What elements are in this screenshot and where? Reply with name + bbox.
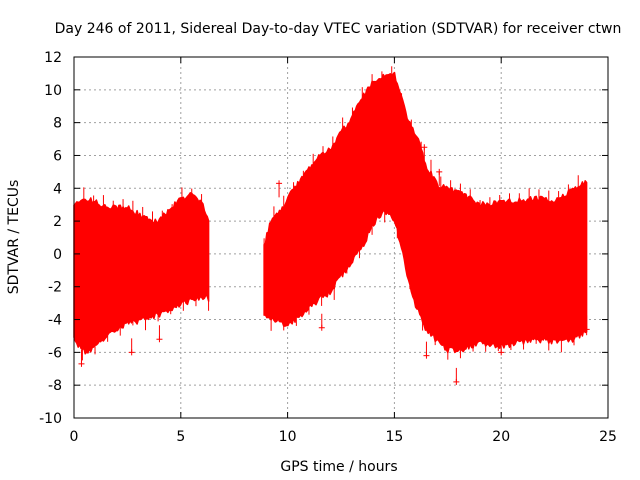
- outlier-point: [78, 349, 85, 367]
- outlier-point: [453, 367, 460, 385]
- x-tick-label: 20: [492, 429, 510, 445]
- y-tick-label: -2: [48, 280, 62, 296]
- outlier-point: [423, 341, 430, 359]
- chart-title: Day 246 of 2011, Sidereal Day-to-day VTE…: [55, 21, 622, 37]
- x-tick-label: 0: [70, 429, 79, 445]
- x-tick-label: 25: [599, 429, 617, 445]
- y-tick-label: 8: [53, 116, 62, 132]
- plot-frame: [73, 56, 609, 419]
- y-tick-label: -4: [48, 313, 62, 329]
- y-tick-label: -8: [48, 378, 62, 394]
- y-axis-label: SDTVAR / TECUs: [6, 180, 22, 295]
- outlier-point: [318, 313, 325, 331]
- outlier-point: [583, 315, 590, 333]
- y-tick-label: 4: [53, 181, 62, 197]
- y-tick-label: 10: [44, 83, 62, 99]
- outlier-point: [128, 338, 135, 356]
- outlier-point: [382, 106, 389, 124]
- y-tick-label: 2: [53, 214, 62, 230]
- tick-layer: 0 5 10 15 20 25 -10 -8 -6 -4 -2 0 2 4 6 8 10 12: [39, 50, 617, 445]
- outlier-point: [436, 168, 443, 186]
- y-tick-label: 0: [53, 247, 62, 263]
- outlier-point: [350, 162, 357, 180]
- data-envelope: [73, 192, 210, 355]
- x-tick-label: 15: [385, 429, 403, 445]
- y-tick-label: 6: [53, 148, 62, 164]
- data-layer: [73, 66, 590, 385]
- x-axis-label: GPS time / hours: [280, 459, 397, 475]
- y-tick-label: 12: [44, 50, 62, 66]
- y-tick-label: -6: [48, 345, 62, 361]
- outlier-point: [276, 180, 283, 198]
- outlier-point: [421, 144, 428, 162]
- x-tick-label: 5: [176, 429, 185, 445]
- data-envelope: [263, 71, 588, 354]
- x-tick-label: 10: [279, 429, 297, 445]
- outlier-point: [156, 325, 163, 343]
- outlier-point: [498, 338, 505, 356]
- y-tick-label: -10: [39, 411, 62, 427]
